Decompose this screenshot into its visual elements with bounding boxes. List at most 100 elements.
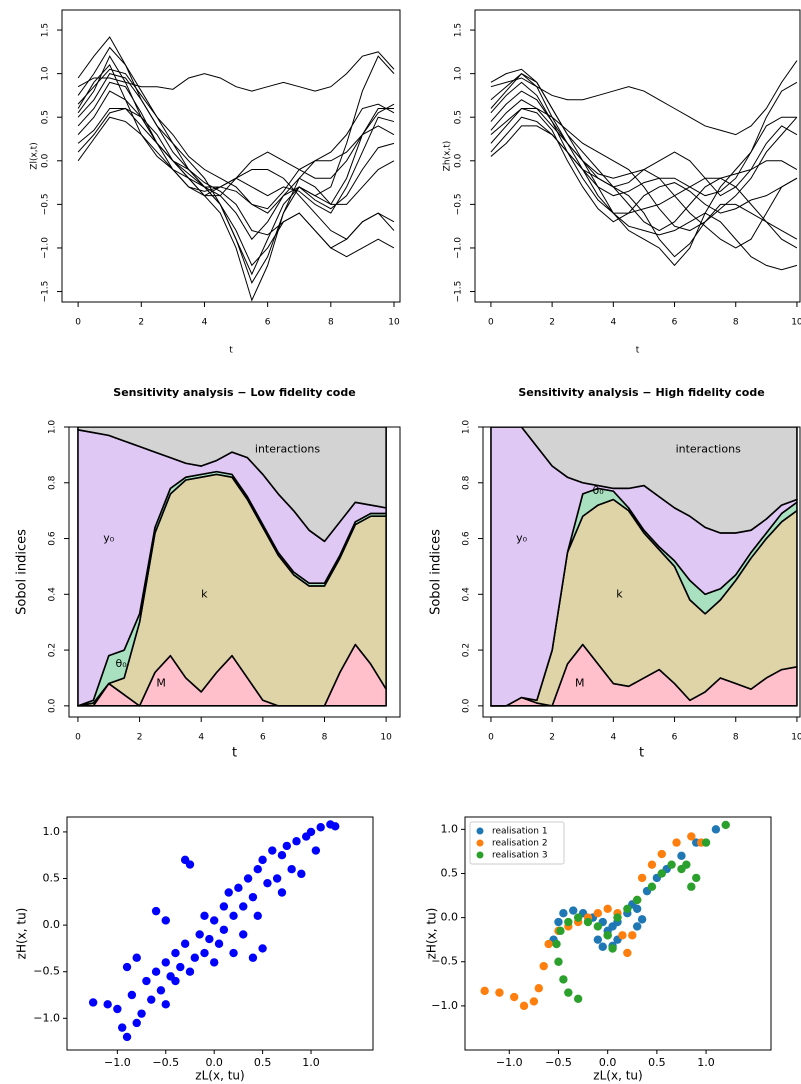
y-tick-label: 0.5 xyxy=(441,866,459,879)
y-tick-label: 0.0 xyxy=(462,698,472,713)
point xyxy=(171,948,180,958)
x-tick-label: 0 xyxy=(488,318,494,328)
x-axis-label: zL(x, tu) xyxy=(593,1069,642,1083)
point xyxy=(117,1023,127,1032)
line xyxy=(77,90,395,214)
point xyxy=(234,883,243,893)
y-tick-label: 1.5 xyxy=(41,23,51,37)
point xyxy=(185,967,195,976)
line xyxy=(490,116,798,214)
area-label: θ₀ xyxy=(592,484,604,497)
y-tick-label: 0.0 xyxy=(441,911,459,924)
x-tick-label: 8 xyxy=(733,318,739,328)
point xyxy=(593,909,603,918)
area-label: k xyxy=(616,587,623,600)
plot-frame xyxy=(68,426,401,718)
legend-label: realisation 1 xyxy=(492,827,548,837)
plot-area xyxy=(490,60,798,271)
area-label: k xyxy=(201,587,208,600)
point xyxy=(132,953,141,962)
plot-frame xyxy=(474,9,801,303)
x-tick-label: 0 xyxy=(488,733,494,743)
point xyxy=(297,869,306,879)
x-tick-label: 0.5 xyxy=(648,1056,666,1069)
line xyxy=(77,107,395,258)
point xyxy=(180,939,190,948)
plot-area xyxy=(88,820,340,1042)
y-tick-label: 0.0 xyxy=(454,153,464,168)
point xyxy=(711,825,721,834)
point xyxy=(272,874,282,883)
point xyxy=(637,873,647,883)
x-tick-label: 6 xyxy=(672,318,678,328)
point xyxy=(331,822,340,831)
point xyxy=(583,917,593,927)
point xyxy=(258,855,267,865)
point xyxy=(316,823,325,832)
x-axis-label: t xyxy=(229,346,233,356)
y-tick-label: −0.5 xyxy=(33,965,60,978)
point xyxy=(618,931,627,940)
y-tick-label: −1.5 xyxy=(454,281,464,303)
point xyxy=(156,986,166,995)
point xyxy=(623,904,632,913)
point xyxy=(161,916,170,925)
point xyxy=(239,902,248,911)
chart-title: Sensitivity analysis − High fidelity cod… xyxy=(518,386,764,399)
point xyxy=(122,962,132,972)
point xyxy=(190,953,200,962)
y-tick-label: 0.4 xyxy=(462,587,472,602)
point xyxy=(195,930,204,939)
point xyxy=(632,895,642,905)
plot-area xyxy=(490,427,798,707)
y-tick-label: 0.5 xyxy=(454,110,464,124)
line xyxy=(77,73,395,267)
x-tick-label: 2 xyxy=(137,733,143,743)
y-tick-label: −0.5 xyxy=(41,193,51,215)
point xyxy=(556,926,565,936)
point xyxy=(721,820,730,830)
point xyxy=(219,925,229,934)
point xyxy=(209,958,219,967)
line xyxy=(490,68,797,267)
point xyxy=(509,992,519,1002)
x-tick-label: 0 xyxy=(75,733,81,743)
x-tick-label: 4 xyxy=(202,318,208,328)
y-tick-label: 1.0 xyxy=(48,420,58,435)
x-tick-label: 2 xyxy=(549,318,555,328)
point xyxy=(277,888,287,897)
point xyxy=(292,837,301,846)
point xyxy=(282,841,292,851)
point xyxy=(593,922,603,931)
point xyxy=(613,913,622,922)
plot-area xyxy=(77,427,387,707)
x-axis-label: t xyxy=(232,746,237,761)
point xyxy=(593,935,603,944)
point xyxy=(677,851,686,861)
x-tick-label: 6 xyxy=(672,733,678,743)
point xyxy=(122,1032,132,1042)
y-tick-label: 0.0 xyxy=(41,153,51,168)
point xyxy=(151,967,161,976)
point xyxy=(657,869,666,878)
panel: Sensitivity analysis − Low fidelity code… xyxy=(15,386,401,761)
point xyxy=(598,942,607,951)
x-tick-label: 6 xyxy=(265,318,271,328)
point xyxy=(603,904,612,913)
y-tick-label: −1.5 xyxy=(41,281,51,303)
x-tick-label: 4 xyxy=(610,318,616,328)
y-tick-label: 0.8 xyxy=(48,475,58,490)
y-axis-label: Sobol indices xyxy=(15,529,30,615)
point xyxy=(608,944,617,953)
point xyxy=(539,961,548,971)
point xyxy=(127,990,137,1000)
point xyxy=(687,882,696,891)
x-tick-label: −1.0 xyxy=(104,1056,131,1069)
y-tick-label: 1.0 xyxy=(441,822,459,835)
y-tick-label: 0.6 xyxy=(462,531,472,546)
area-label: interactions xyxy=(676,442,741,455)
point xyxy=(637,915,647,924)
plot-frame xyxy=(482,426,801,718)
y-tick-label: 1.0 xyxy=(43,825,61,838)
